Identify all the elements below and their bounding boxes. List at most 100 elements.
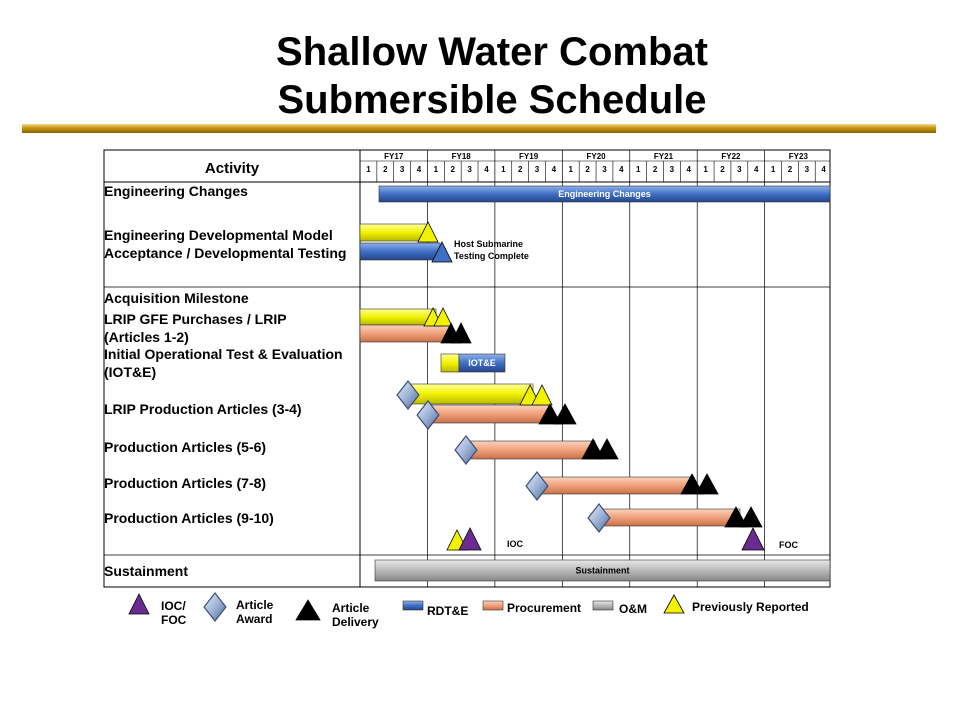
- quarter-label: 3: [737, 165, 742, 174]
- row-label-lrip-gfe-line-2: (Articles 1-2): [104, 329, 189, 345]
- article-award-diamond: [587, 503, 611, 533]
- quarter-label: 1: [569, 165, 574, 174]
- article-delivery-triangle: [450, 322, 472, 344]
- row-label-lrip-gfe-line-1: LRIP GFE Purchases / LRIP: [104, 311, 287, 327]
- legend-ioc-foc-line-1: IOC/: [161, 599, 186, 613]
- note-foc: FOC: [779, 540, 798, 550]
- quarter-label: 3: [467, 165, 472, 174]
- table-frame: [103, 149, 831, 588]
- row-label-iote-line-2: (IOT&E): [104, 364, 157, 380]
- row-label-production-7-8: Production Articles (7-8): [104, 475, 267, 491]
- quarter-label: 3: [670, 165, 675, 174]
- quarter-label: 2: [451, 165, 456, 174]
- quarter-label: 4: [821, 165, 826, 174]
- legend-previously-reported: Previously Reported: [692, 600, 809, 614]
- quarter-label: 2: [585, 165, 590, 174]
- row-label-production-5-6: Production Articles (5-6): [104, 439, 267, 455]
- legend-delivery-line-2: Delivery: [332, 615, 379, 629]
- bar-rdt-e: [378, 185, 831, 203]
- quarter-label: 1: [366, 165, 371, 174]
- row-label-lrip-production: LRIP Production Articles (3-4): [104, 401, 302, 417]
- legend-procurement-swatch: [482, 600, 504, 611]
- quarter-label: 4: [687, 165, 692, 174]
- article-delivery-triangle: [595, 438, 619, 460]
- note-ioc: IOC: [507, 539, 524, 549]
- legend-rdte: RDT&E: [427, 604, 469, 618]
- article-delivery-triangle: [538, 403, 562, 425]
- quarter-label: 3: [535, 165, 540, 174]
- bar-procurement: [539, 476, 695, 495]
- ioc-triangle: [458, 527, 482, 551]
- row-label-edm-line-1: Engineering Developmental Model: [104, 227, 333, 243]
- note-host-submarine-line-2: Testing Complete: [454, 251, 529, 261]
- article-award-diamond: [396, 380, 420, 410]
- article-award-diamond: [525, 471, 549, 501]
- row-label-iote-line-1: Initial Operational Test & Evaluation: [104, 346, 343, 362]
- bar-procurement: [467, 440, 596, 460]
- legend-delivery-icon: [295, 599, 321, 621]
- fy-label: FY19: [519, 152, 539, 161]
- previously-reported-triangle: [417, 221, 439, 243]
- quarter-label: 1: [636, 165, 641, 174]
- fy-label: FY23: [789, 152, 809, 161]
- page-title: Shallow Water Combat Submersible Schedul…: [0, 28, 960, 124]
- legend-rdte-swatch: [402, 600, 424, 611]
- article-delivery-triangle: [680, 473, 704, 495]
- quarter-label: 2: [788, 165, 793, 174]
- article-delivery-triangle: [695, 473, 719, 495]
- legend-om-swatch: [592, 600, 614, 611]
- article-award-diamond: [416, 400, 440, 430]
- legend-delivery-line-1: Article: [332, 601, 370, 615]
- previously-reported-triangle: [531, 384, 553, 406]
- legend-award-line-1: Article: [236, 598, 274, 612]
- quarter-label: 4: [484, 165, 489, 174]
- quarter-label: 2: [383, 165, 388, 174]
- row-label-sustainment: Sustainment: [104, 563, 189, 579]
- bar-label: Sustainment: [575, 566, 629, 576]
- quarter-label: 1: [434, 165, 439, 174]
- quarter-label: 4: [417, 165, 422, 174]
- quarter-label: 1: [703, 165, 708, 174]
- bar-o-m: [374, 559, 831, 582]
- activity-header: Activity: [205, 160, 260, 177]
- row-label-production-9-10: Production Articles (9-10): [104, 510, 274, 526]
- bar-previously-reported: [440, 353, 460, 373]
- quarter-label: 4: [552, 165, 557, 174]
- bar-previously-reported: [359, 308, 437, 326]
- previously-reported-triangle: [433, 307, 453, 327]
- legend-ioc-foc-line-2: FOC: [161, 613, 187, 627]
- row-label-engineering-changes: Engineering Changes: [104, 183, 248, 199]
- legend-award-icon: [203, 592, 227, 622]
- quarter-label: 2: [653, 165, 658, 174]
- quarter-label: 3: [805, 165, 810, 174]
- quarter-label: 4: [619, 165, 624, 174]
- article-delivery-triangle: [739, 506, 763, 528]
- fy-label: FY21: [654, 152, 674, 161]
- bar-rdt-e: [359, 242, 441, 261]
- legend-previously-reported-icon: [663, 594, 685, 614]
- quarter-label: 2: [518, 165, 523, 174]
- title-line-2: Submersible Schedule: [277, 78, 707, 122]
- article-delivery-triangle: [553, 403, 577, 425]
- row-label-edm-line-2: Acceptance / Developmental Testing: [104, 245, 347, 261]
- host-submarine-complete-triangle: [431, 241, 453, 263]
- article-delivery-triangle: [724, 506, 748, 528]
- article-award-diamond: [454, 435, 478, 465]
- bar-rdt-e: [458, 353, 506, 373]
- note-host-submarine-line-1: Host Submarine: [454, 239, 524, 249]
- bar-procurement: [429, 404, 551, 424]
- title-line-1: Shallow Water Combat: [276, 30, 708, 74]
- quarter-label: 4: [754, 165, 759, 174]
- bar-procurement: [599, 508, 741, 527]
- legend-procurement: Procurement: [507, 601, 582, 615]
- legend-ioc-foc-icon: [128, 593, 150, 615]
- bar-label: Engineering Changes: [558, 189, 651, 199]
- quarter-label: 1: [771, 165, 776, 174]
- fy-label: FY17: [384, 152, 404, 161]
- row-label-acquisition-milestone: Acquisition Milestone: [104, 290, 249, 306]
- fy-label: FY18: [452, 152, 472, 161]
- quarter-label: 3: [602, 165, 607, 174]
- bar-procurement: [359, 324, 453, 343]
- quarter-label: 2: [720, 165, 725, 174]
